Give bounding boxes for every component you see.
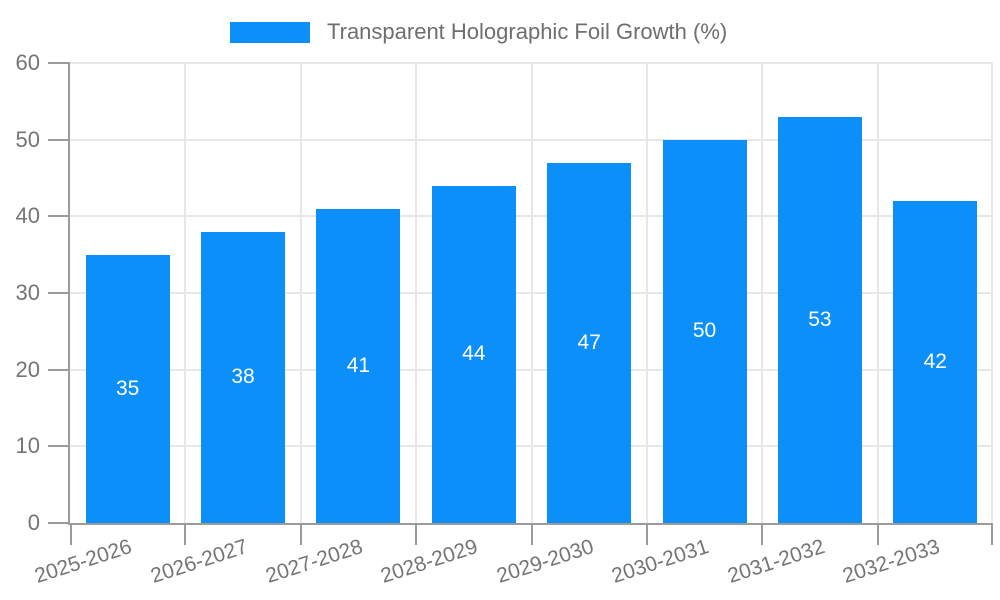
x-tick-5 bbox=[645, 523, 648, 545]
bar-2032-2033[interactable]: 42 bbox=[893, 201, 978, 523]
y-tick-30 bbox=[48, 292, 70, 294]
x-axis-label-2026-2027: 2026-2027 bbox=[147, 535, 251, 588]
legend-label: Transparent Holographic Foil Growth (%) bbox=[327, 19, 728, 44]
gridline-x-8 bbox=[991, 63, 993, 523]
bar-2029-2030[interactable]: 47 bbox=[547, 162, 632, 523]
x-tick-0 bbox=[70, 523, 72, 545]
gridline-x-7 bbox=[876, 63, 879, 523]
bar-value-label: 41 bbox=[346, 353, 371, 377]
y-tick-20 bbox=[48, 368, 70, 371]
gridline-x-6 bbox=[761, 63, 764, 523]
bar-value-label: 47 bbox=[577, 330, 601, 354]
y-axis-label-50: 50 bbox=[15, 126, 40, 152]
y-tick-50 bbox=[48, 138, 70, 141]
x-tick-7 bbox=[876, 523, 879, 545]
bar-value-label: 38 bbox=[231, 365, 255, 389]
x-axis-label-2025-2026: 2025-2026 bbox=[32, 535, 135, 588]
x-axis-label-2032-2033: 2032-2033 bbox=[839, 535, 943, 588]
y-tick-40 bbox=[48, 215, 70, 218]
x-axis-label-2029-2030: 2029-2030 bbox=[493, 535, 597, 588]
gridline-x-2 bbox=[299, 63, 302, 523]
x-tick-2 bbox=[299, 523, 302, 545]
gridline-x-1 bbox=[184, 63, 187, 523]
y-axis-line bbox=[68, 63, 70, 525]
x-tick-4 bbox=[530, 523, 533, 545]
x-tick-8 bbox=[991, 523, 993, 545]
y-tick-0 bbox=[48, 522, 70, 524]
gridline-x-5 bbox=[645, 63, 648, 523]
x-tick-6 bbox=[761, 523, 764, 545]
bar-2028-2029[interactable]: 44 bbox=[431, 185, 516, 523]
bar-value-label: 44 bbox=[462, 342, 486, 366]
y-axis-label-10: 10 bbox=[15, 433, 40, 459]
plot-area: 0 10 20 30 40 50 60 35 38 41 44 47 50 53 42 2025-2026 20… bbox=[16, 50, 993, 588]
y-axis-label-20: 20 bbox=[15, 356, 40, 382]
bar-2025-2026[interactable]: 35 bbox=[85, 254, 170, 523]
y-tick-60 bbox=[48, 62, 70, 64]
y-axis-label-40: 40 bbox=[15, 203, 40, 229]
x-tick-3 bbox=[415, 523, 418, 545]
bar-value-label: 50 bbox=[692, 319, 717, 343]
bar-value-label: 35 bbox=[116, 376, 140, 400]
y-axis-label-30: 30 bbox=[15, 280, 40, 305]
x-axis-label-2031-2032: 2031-2032 bbox=[724, 535, 828, 588]
x-axis-label-2028-2029: 2028-2029 bbox=[378, 535, 481, 588]
bar-value-label: 42 bbox=[923, 350, 947, 373]
bar-2031-2032[interactable]: 53 bbox=[777, 116, 862, 523]
bar-2030-2031[interactable]: 50 bbox=[662, 139, 747, 523]
gridline-x-4 bbox=[530, 63, 533, 523]
y-axis-label-0: 0 bbox=[27, 510, 40, 535]
legend[interactable]: Transparent Holographic Foil Growth (%) bbox=[230, 20, 727, 44]
y-tick-10 bbox=[48, 445, 70, 448]
y-axis-label-60: 60 bbox=[15, 50, 40, 75]
gridline-x-3 bbox=[415, 63, 418, 523]
bar-2027-2028[interactable]: 41 bbox=[316, 208, 401, 523]
x-tick-1 bbox=[184, 523, 187, 545]
legend-swatch-icon bbox=[230, 21, 310, 43]
bar-value-label: 53 bbox=[808, 307, 832, 331]
x-axis-label-2027-2028: 2027-2028 bbox=[262, 535, 366, 588]
x-axis-label-2030-2031: 2030-2031 bbox=[609, 535, 712, 588]
bar-2026-2027[interactable]: 38 bbox=[201, 231, 286, 523]
